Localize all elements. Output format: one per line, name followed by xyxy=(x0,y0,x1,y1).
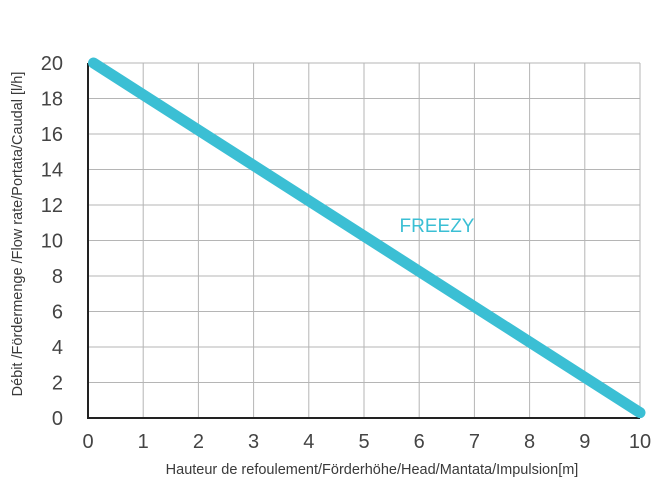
y-axis-title: Débit /Fördermenge /Flow rate/Portata/Ca… xyxy=(10,72,26,397)
x-tick-label: 4 xyxy=(303,431,314,453)
x-tick-label: 1 xyxy=(138,431,149,453)
x-tick-labels: 0 1 2 3 4 5 6 7 8 9 10 xyxy=(82,431,651,453)
y-tick-label: 4 xyxy=(52,337,63,359)
x-tick-label: 3 xyxy=(248,431,259,453)
y-tick-label: 6 xyxy=(52,302,63,324)
y-tick-label: 10 xyxy=(41,231,63,253)
x-tick-label: 0 xyxy=(82,431,93,453)
series-group xyxy=(88,57,646,419)
x-tick-label: 2 xyxy=(193,431,204,453)
y-tick-label: 20 xyxy=(41,53,63,75)
grid xyxy=(88,62,641,418)
y-tick-label: 14 xyxy=(41,160,63,182)
x-axis-title: Hauteur de refoulement/Förderhöhe/Head/M… xyxy=(166,462,579,478)
y-tick-labels: 0 2 4 6 8 10 12 14 16 18 20 xyxy=(41,53,63,430)
axes xyxy=(87,63,640,419)
x-tick-label: 9 xyxy=(579,431,590,453)
y-tick-label: 2 xyxy=(52,373,63,395)
x-tick-label: 10 xyxy=(629,431,651,453)
series-label-freezy: FREEZY xyxy=(400,216,475,237)
y-tick-label: 18 xyxy=(41,89,63,111)
x-tick-label: 7 xyxy=(469,431,480,453)
y-tick-label: 16 xyxy=(41,124,63,146)
x-tick-label: 8 xyxy=(524,431,535,453)
y-tick-label: 0 xyxy=(52,408,63,430)
series-line-freezy xyxy=(88,57,646,419)
x-tick-label: 6 xyxy=(414,431,425,453)
y-tick-label: 8 xyxy=(52,266,63,288)
y-tick-label: 12 xyxy=(41,195,63,217)
x-tick-label: 5 xyxy=(358,431,369,453)
